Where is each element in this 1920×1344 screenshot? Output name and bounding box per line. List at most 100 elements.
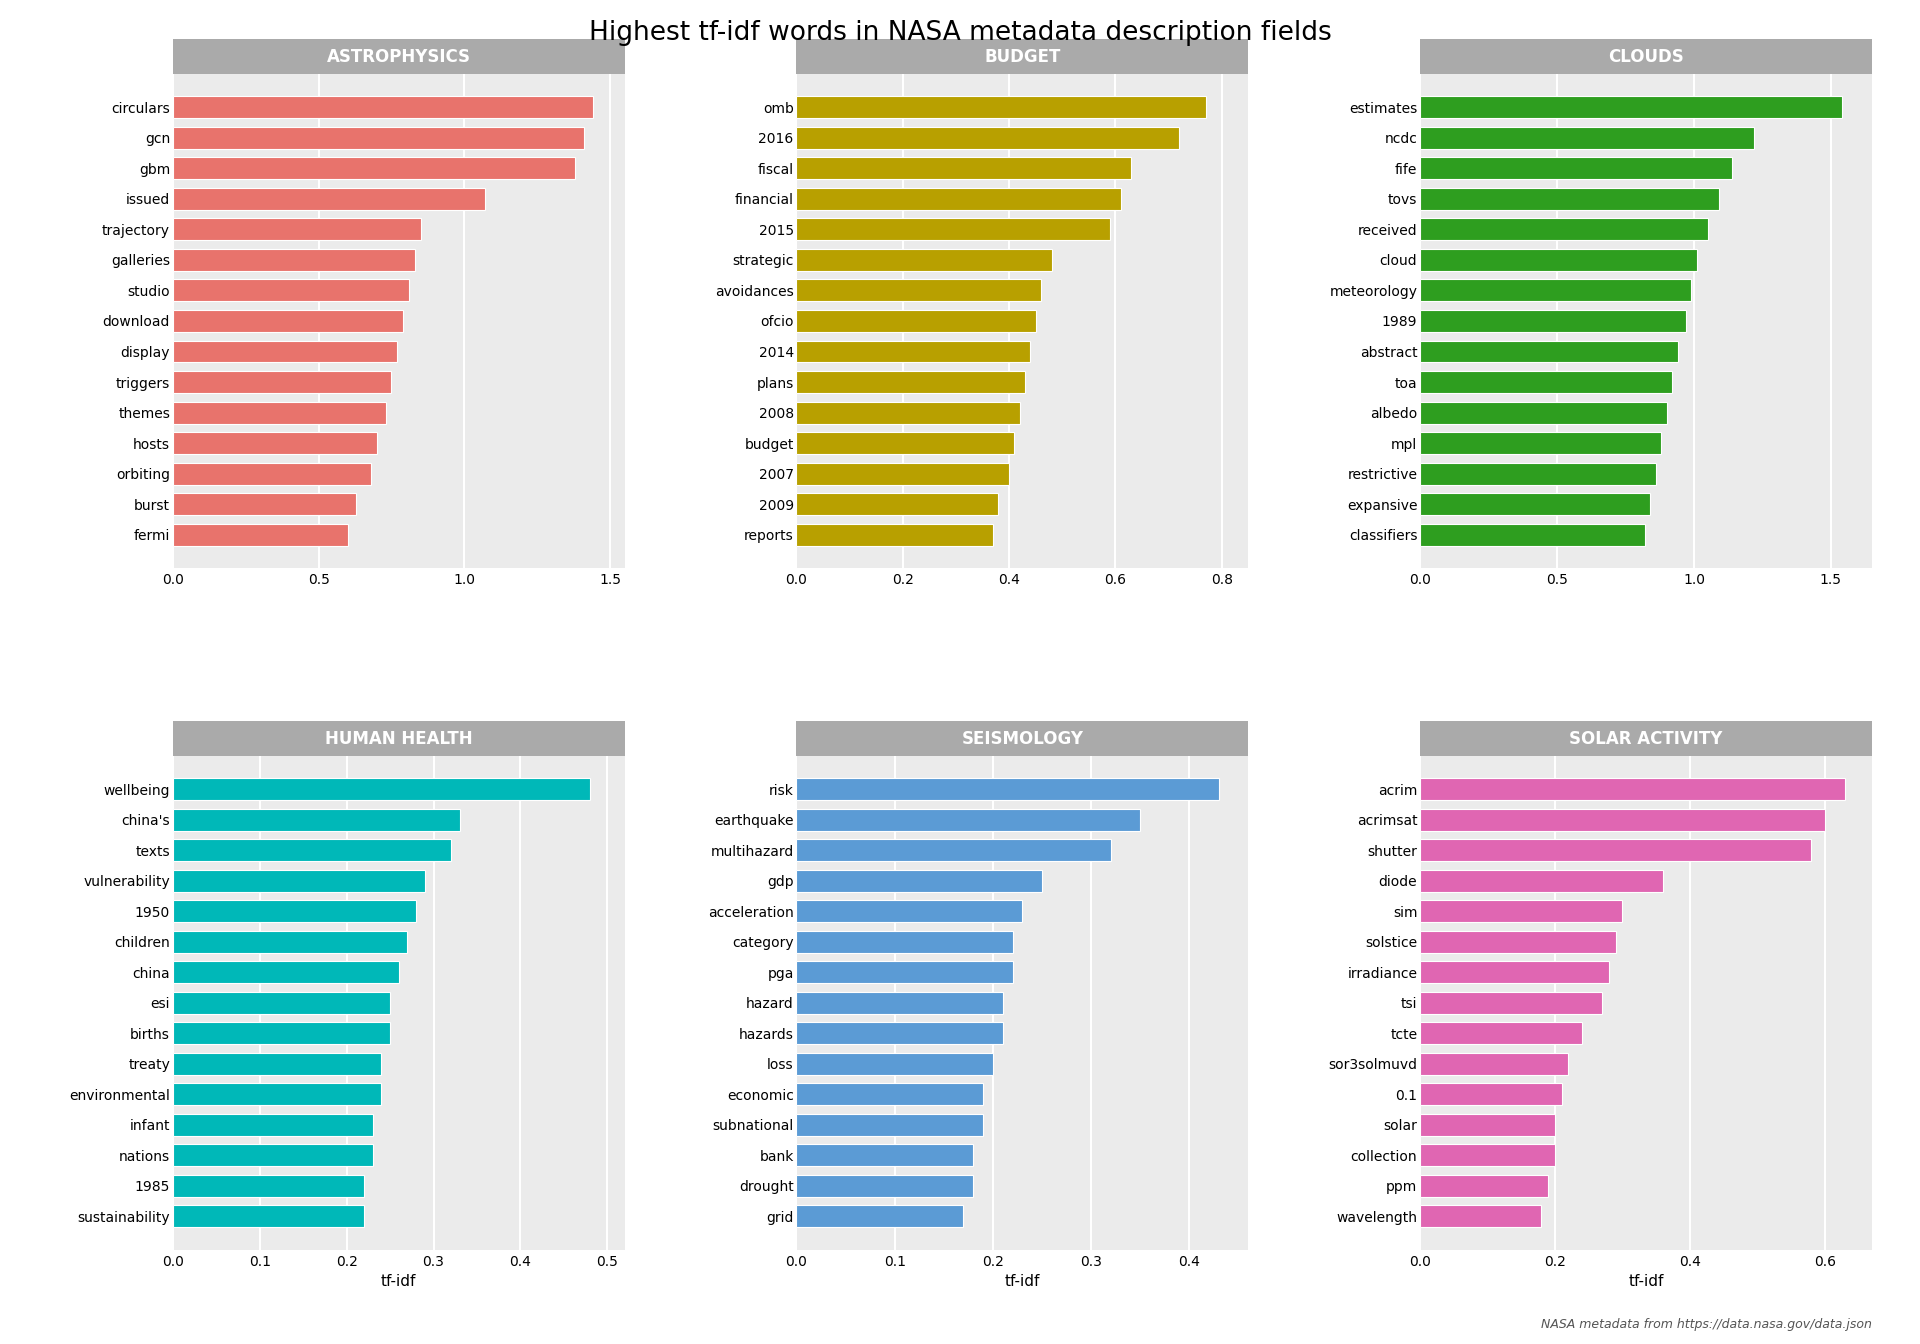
Bar xyxy=(1421,310,1686,332)
Bar xyxy=(797,992,1002,1013)
Bar xyxy=(173,778,589,800)
Bar xyxy=(797,1052,993,1075)
Bar xyxy=(797,722,1248,755)
Text: SOLAR ACTIVITY: SOLAR ACTIVITY xyxy=(1569,730,1722,747)
Bar xyxy=(173,462,371,485)
Bar xyxy=(797,778,1219,800)
Bar xyxy=(173,188,484,210)
Bar xyxy=(797,900,1021,922)
Bar xyxy=(1421,931,1617,953)
Bar xyxy=(1421,493,1649,515)
Bar xyxy=(797,97,1206,118)
Bar xyxy=(173,961,399,984)
Bar xyxy=(1421,839,1811,862)
Bar xyxy=(797,870,1043,892)
Bar xyxy=(797,1023,1002,1044)
Text: ASTROPHYSICS: ASTROPHYSICS xyxy=(326,47,470,66)
Bar xyxy=(1421,280,1692,301)
Bar xyxy=(1421,402,1667,423)
X-axis label: tf-idf: tf-idf xyxy=(1628,1274,1665,1289)
Bar xyxy=(1421,870,1663,892)
Bar xyxy=(797,371,1025,392)
Bar xyxy=(797,839,1112,862)
Bar xyxy=(797,1175,973,1198)
Bar xyxy=(797,39,1248,74)
Bar xyxy=(797,1206,964,1227)
Bar xyxy=(797,157,1131,179)
Bar xyxy=(1421,97,1841,118)
Bar xyxy=(797,1114,983,1136)
Bar xyxy=(173,39,624,74)
Bar xyxy=(173,992,390,1013)
Bar xyxy=(1421,1023,1582,1044)
Bar xyxy=(1421,188,1718,210)
Text: NASA metadata from https://data.nasa.gov/data.json: NASA metadata from https://data.nasa.gov… xyxy=(1542,1317,1872,1331)
Bar xyxy=(1421,249,1697,271)
Bar xyxy=(1421,157,1732,179)
Text: Highest tf-idf words in NASA metadata description fields: Highest tf-idf words in NASA metadata de… xyxy=(589,20,1331,46)
Bar xyxy=(173,97,593,118)
Bar xyxy=(1421,1052,1569,1075)
Bar xyxy=(173,340,397,363)
Bar xyxy=(1421,1145,1555,1167)
Bar xyxy=(797,219,1110,241)
Bar xyxy=(1421,961,1609,984)
Bar xyxy=(797,249,1052,271)
Text: SEISMOLOGY: SEISMOLOGY xyxy=(962,730,1083,747)
Bar xyxy=(797,431,1014,454)
Bar xyxy=(173,280,409,301)
Bar xyxy=(797,280,1041,301)
Bar xyxy=(173,1206,365,1227)
Bar xyxy=(1421,1114,1555,1136)
Bar xyxy=(1421,371,1672,392)
X-axis label: tf-idf: tf-idf xyxy=(380,1274,417,1289)
Bar xyxy=(797,126,1179,149)
Bar xyxy=(173,931,407,953)
Bar xyxy=(173,126,584,149)
Bar xyxy=(1421,219,1707,241)
Bar xyxy=(173,839,451,862)
Bar xyxy=(797,188,1121,210)
Bar xyxy=(1421,1206,1542,1227)
Bar xyxy=(173,1052,382,1075)
Bar xyxy=(173,1023,390,1044)
Bar xyxy=(797,402,1020,423)
Text: BUDGET: BUDGET xyxy=(985,47,1060,66)
Bar xyxy=(173,157,576,179)
Bar xyxy=(1421,722,1872,755)
Bar xyxy=(173,809,459,831)
Bar xyxy=(797,1145,973,1167)
Bar xyxy=(1421,992,1601,1013)
Bar xyxy=(797,809,1140,831)
Bar xyxy=(173,722,624,755)
Text: HUMAN HEALTH: HUMAN HEALTH xyxy=(324,730,472,747)
Bar xyxy=(1421,462,1655,485)
Bar xyxy=(1421,1175,1548,1198)
Bar xyxy=(173,371,392,392)
Bar xyxy=(1421,39,1872,74)
Bar xyxy=(1421,340,1678,363)
Bar xyxy=(173,870,424,892)
Bar xyxy=(797,524,993,546)
Bar xyxy=(173,1145,372,1167)
Bar xyxy=(797,961,1012,984)
Bar xyxy=(797,493,998,515)
Bar xyxy=(1421,1083,1561,1105)
Bar xyxy=(173,431,376,454)
Bar xyxy=(1421,126,1755,149)
Bar xyxy=(173,310,403,332)
Bar xyxy=(173,493,357,515)
Bar xyxy=(797,931,1012,953)
Text: CLOUDS: CLOUDS xyxy=(1609,47,1684,66)
Bar xyxy=(797,462,1010,485)
Bar xyxy=(797,310,1035,332)
Bar xyxy=(1421,431,1661,454)
X-axis label: tf-idf: tf-idf xyxy=(1004,1274,1041,1289)
Bar xyxy=(797,340,1031,363)
Bar xyxy=(173,900,417,922)
Bar xyxy=(173,1083,382,1105)
Bar xyxy=(797,1083,983,1105)
Bar xyxy=(173,219,420,241)
Bar xyxy=(1421,778,1845,800)
Bar xyxy=(1421,900,1622,922)
